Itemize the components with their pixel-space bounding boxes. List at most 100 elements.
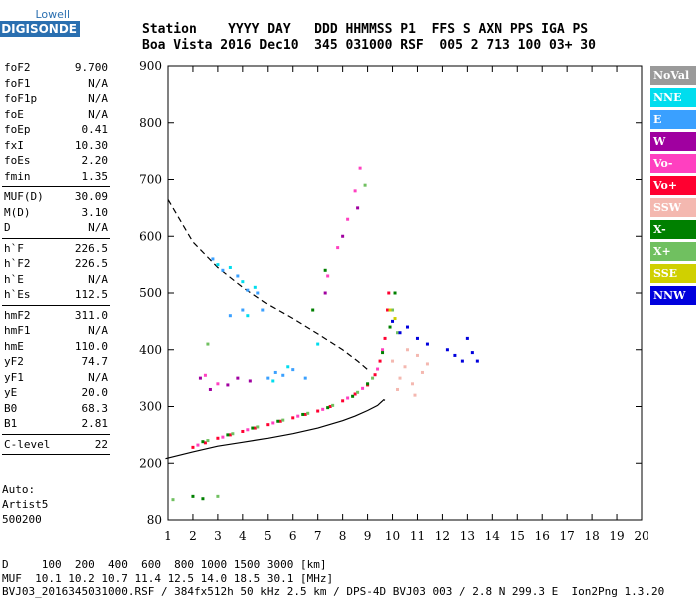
x-tick-label: 17: [560, 529, 575, 543]
param-name: h`F2: [4, 257, 31, 270]
x-tick-label: 15: [510, 529, 525, 543]
echo-point: [191, 445, 195, 449]
param-name: D: [4, 221, 11, 234]
param-row: hmF2 311.0: [2, 308, 110, 324]
echo-point: [410, 382, 414, 386]
param-value: 2.20: [81, 154, 109, 167]
echo-point: [236, 376, 240, 380]
echo-point: [353, 189, 357, 193]
param-row: hmE 110.0: [2, 339, 110, 355]
echo-point: [266, 423, 270, 427]
echo-point: [445, 348, 449, 352]
echo-point: [221, 268, 225, 272]
footer-muf-row: MUF 10.1 10.2 10.7 11.4 12.5 14.0 18.5 3…: [2, 571, 334, 585]
y-tick-label: 300: [139, 400, 162, 414]
echo-point: [241, 280, 245, 284]
echo-point: [331, 403, 335, 407]
param-value: 311.0: [74, 308, 108, 322]
muf-curve: [167, 199, 368, 371]
y-tick-label: 800: [139, 116, 162, 130]
echo-point: [391, 308, 395, 312]
echo-point: [261, 308, 265, 312]
param-value: 0.41: [81, 123, 109, 136]
echo-point: [366, 382, 370, 386]
param-name: foEp: [4, 123, 31, 136]
param-name: h`E: [4, 272, 24, 286]
x-tick-label: 1: [164, 529, 172, 543]
echo-point: [226, 433, 230, 437]
auto-label: Auto:: [2, 483, 36, 496]
param-value: N/A: [88, 324, 108, 337]
param-separator: [2, 237, 110, 239]
echo-point: [351, 394, 355, 398]
param-value: 9.700: [74, 61, 108, 74]
echo-point: [271, 379, 275, 383]
param-value: 68.3: [81, 401, 109, 415]
logo-digisonde-text: DIGISONDE: [0, 21, 80, 37]
chart-curves: [165, 199, 386, 460]
param-value: N/A: [88, 221, 108, 234]
echo-point: [425, 362, 429, 366]
param-name: fxI: [4, 138, 24, 152]
echo-point: [281, 418, 285, 422]
echo-point: [241, 429, 245, 433]
echo-point: [256, 291, 260, 295]
param-value: N/A: [88, 370, 108, 384]
echo-point: [393, 291, 397, 295]
echo-point: [271, 421, 275, 425]
x-tick-label: 11: [410, 529, 425, 543]
echo-point: [405, 348, 409, 352]
param-row: h`F 226.5: [2, 241, 110, 257]
echo-point: [206, 439, 210, 443]
param-name: C-level: [4, 437, 51, 451]
param-name: foEs: [4, 154, 31, 167]
echo-point: [336, 246, 340, 250]
echo-point: [361, 386, 365, 390]
legend-item-nnw: NNW: [650, 286, 696, 305]
echo-point: [386, 308, 390, 312]
autoscaling-info: Auto: Artist5 500200: [2, 482, 48, 527]
param-name: hmE: [4, 339, 24, 353]
echo-point: [346, 396, 350, 400]
echo-point: [248, 379, 252, 383]
param-name: MUF(D): [4, 190, 44, 203]
param-value: 2.81: [81, 417, 109, 430]
param-value: 20.0: [81, 386, 109, 399]
echo-point: [396, 331, 400, 335]
echo-point: [453, 353, 457, 357]
echo-point: [303, 376, 307, 380]
legend-item-ssw: SSW: [650, 198, 696, 217]
param-name: yF1: [4, 370, 24, 384]
echo-point: [398, 376, 402, 380]
echo-point: [425, 342, 429, 346]
param-row: MUF(D) 30.09: [2, 189, 110, 205]
echo-point: [241, 308, 245, 312]
echo-point: [201, 440, 205, 444]
param-value: 112.5: [74, 288, 108, 301]
auto-code: 500200: [2, 513, 42, 526]
echo-point: [358, 166, 362, 170]
echo-point: [278, 419, 282, 423]
echo-point: [420, 370, 424, 374]
echo-point: [323, 291, 327, 295]
header-values: Boa Vista 2016 Dec10 345 031000 RSF 005 …: [142, 38, 596, 53]
param-row: foEs 2.20: [2, 153, 110, 169]
echo-point: [341, 234, 345, 238]
param-name: hmF2: [4, 308, 31, 322]
ionogram-chart: 1 2 3 4 5 6 7 8 9 10 11 12 13 14 15 16 17 18 19 20802003004…: [139, 59, 648, 543]
echo-point: [226, 383, 230, 387]
param-separator: [2, 186, 110, 187]
echo-point: [291, 368, 295, 372]
parameter-panel: foF2 9.700 foF1 N/A foF1p N/A foE N/A foEp 0.41 fx…: [2, 60, 110, 457]
param-name: hmF1: [4, 324, 31, 337]
echo-point: [296, 414, 300, 418]
echo-point: [323, 268, 327, 272]
param-value: 3.10: [81, 205, 109, 219]
echo-point: [465, 336, 469, 340]
x-tick-label: 3: [214, 529, 222, 543]
param-row: foE N/A: [2, 107, 110, 123]
legend-item-vo-: Vo-: [650, 154, 696, 173]
param-row: foF2 9.700: [2, 60, 110, 76]
param-row: B1 2.81: [2, 416, 110, 432]
echo-point: [191, 494, 195, 498]
